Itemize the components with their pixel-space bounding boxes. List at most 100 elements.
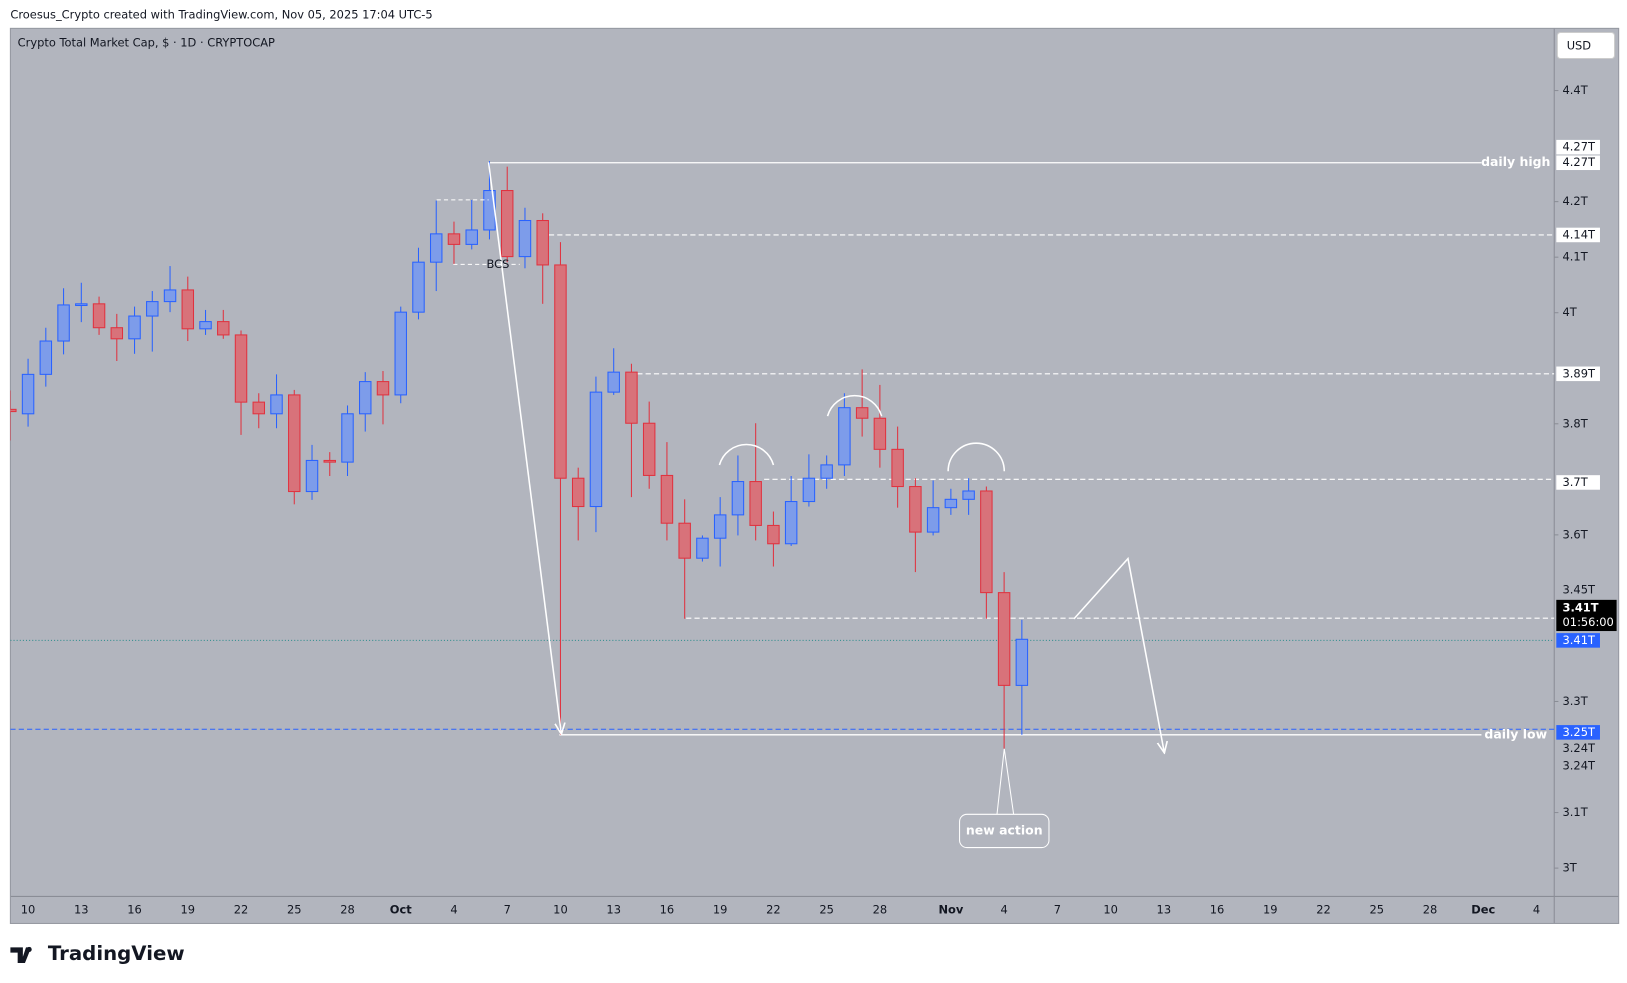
price-label: 3.24T	[1563, 758, 1596, 772]
candle-body	[962, 490, 975, 500]
candle-body	[39, 340, 53, 375]
callout-box	[959, 813, 1050, 849]
candle-body	[625, 371, 638, 424]
countdown: 01:56:00	[1563, 615, 1614, 629]
candle-body	[571, 477, 585, 508]
price-label: 3.41T	[1563, 601, 1599, 615]
level-label: daily low	[1484, 726, 1547, 741]
candle-body	[75, 303, 88, 307]
candle-body	[270, 394, 283, 415]
price-label-box	[1556, 139, 1600, 155]
candle-body	[146, 301, 159, 317]
annotation: new action	[966, 822, 1043, 837]
x-tick-label: 4	[1533, 902, 1540, 916]
y-tick-label: 4T	[1563, 305, 1578, 319]
candle-body	[980, 490, 993, 594]
logo-mark	[26, 946, 32, 953]
chart-title: Crypto Total Market Cap, $ · 1D · CRYPTO…	[18, 35, 275, 49]
logo: TradingView	[10, 942, 185, 965]
y-tick-label: 4.1T	[1563, 250, 1589, 264]
arc	[947, 442, 1006, 472]
price-label-box	[1556, 227, 1600, 243]
projection-arrow	[1073, 556, 1164, 753]
frame	[9, 27, 1620, 924]
drawings	[436, 162, 1165, 849]
x-tick-label: 22	[1316, 902, 1331, 916]
price-label: 3.24T	[1563, 741, 1596, 755]
candle-body	[589, 391, 603, 508]
candle-body	[713, 514, 727, 539]
price-label-box	[1556, 725, 1600, 740]
candle-body	[181, 289, 195, 330]
candle-body	[997, 592, 1011, 686]
time-axis	[10, 896, 1619, 924]
price-label: 3.41T	[1563, 633, 1596, 647]
price-label: 4.27T	[1563, 140, 1596, 154]
arc	[718, 443, 775, 466]
candle-body	[926, 507, 940, 533]
currency-box[interactable]	[1556, 31, 1616, 60]
currency[interactable]: USD	[1567, 39, 1592, 53]
x-tick-label: Oct	[390, 902, 412, 916]
x-tick-label: 10	[21, 902, 36, 916]
candle-body	[341, 413, 354, 463]
logo-text: TradingView	[48, 942, 185, 965]
candle-body	[57, 304, 70, 342]
candle-body	[642, 422, 656, 476]
candle-body	[92, 303, 106, 329]
candle-body	[376, 381, 390, 396]
price-axis	[1554, 28, 1619, 897]
x-tick-label: 28	[873, 902, 888, 916]
x-tick-label: Nov	[938, 902, 963, 916]
candle-body	[855, 407, 869, 419]
x-tick-label: Dec	[1471, 902, 1495, 916]
candle-body	[217, 321, 230, 336]
candle-body	[323, 459, 336, 463]
price-label: 4.27T	[1563, 155, 1596, 169]
candle-body	[891, 448, 904, 488]
x-tick-label: 25	[1370, 902, 1385, 916]
header: Croesus_Crypto created with TradingView.…	[10, 7, 432, 21]
x-tick-label: 19	[1263, 902, 1278, 916]
candle-body	[784, 501, 798, 545]
arc	[826, 394, 883, 417]
candle-body	[820, 464, 833, 479]
candle-body	[838, 407, 851, 466]
candle-body	[252, 401, 266, 415]
candle-body	[500, 190, 514, 258]
candle-body	[412, 261, 425, 313]
plot	[10, 161, 1555, 749]
x-tick-label: 13	[74, 902, 89, 916]
price-label: 3.89T	[1563, 366, 1596, 380]
y-tick-label: 4.4T	[1563, 83, 1589, 97]
candle-body	[696, 537, 709, 559]
candle-body	[465, 229, 478, 245]
candle-body	[909, 486, 922, 533]
candle-body	[518, 219, 532, 258]
x-tick-label: 16	[660, 902, 675, 916]
candle-body	[199, 321, 212, 330]
x-tick-label: 28	[1423, 902, 1438, 916]
candle-body	[536, 219, 549, 266]
candle-body	[447, 233, 461, 245]
candle-body	[394, 311, 407, 396]
candle-body	[288, 394, 301, 493]
candle-body	[660, 474, 674, 524]
candle-body	[749, 481, 762, 526]
candle-body	[429, 233, 443, 263]
candle-body	[802, 477, 816, 503]
candle-body	[128, 315, 141, 340]
x-tick-label: 13	[606, 902, 621, 916]
y-tick-label: 3.6T	[1563, 527, 1589, 541]
candle-body	[944, 498, 958, 509]
price-label: 3.45T	[1563, 583, 1596, 597]
callout-pointer	[996, 748, 1015, 815]
x-tick-label: 4	[450, 902, 457, 916]
price-label-box	[1556, 475, 1600, 490]
candle-body	[678, 522, 691, 559]
candle-body	[163, 289, 177, 303]
candle-body	[10, 408, 17, 413]
candle-body	[21, 373, 35, 415]
x-tick-label: 10	[1103, 902, 1118, 916]
